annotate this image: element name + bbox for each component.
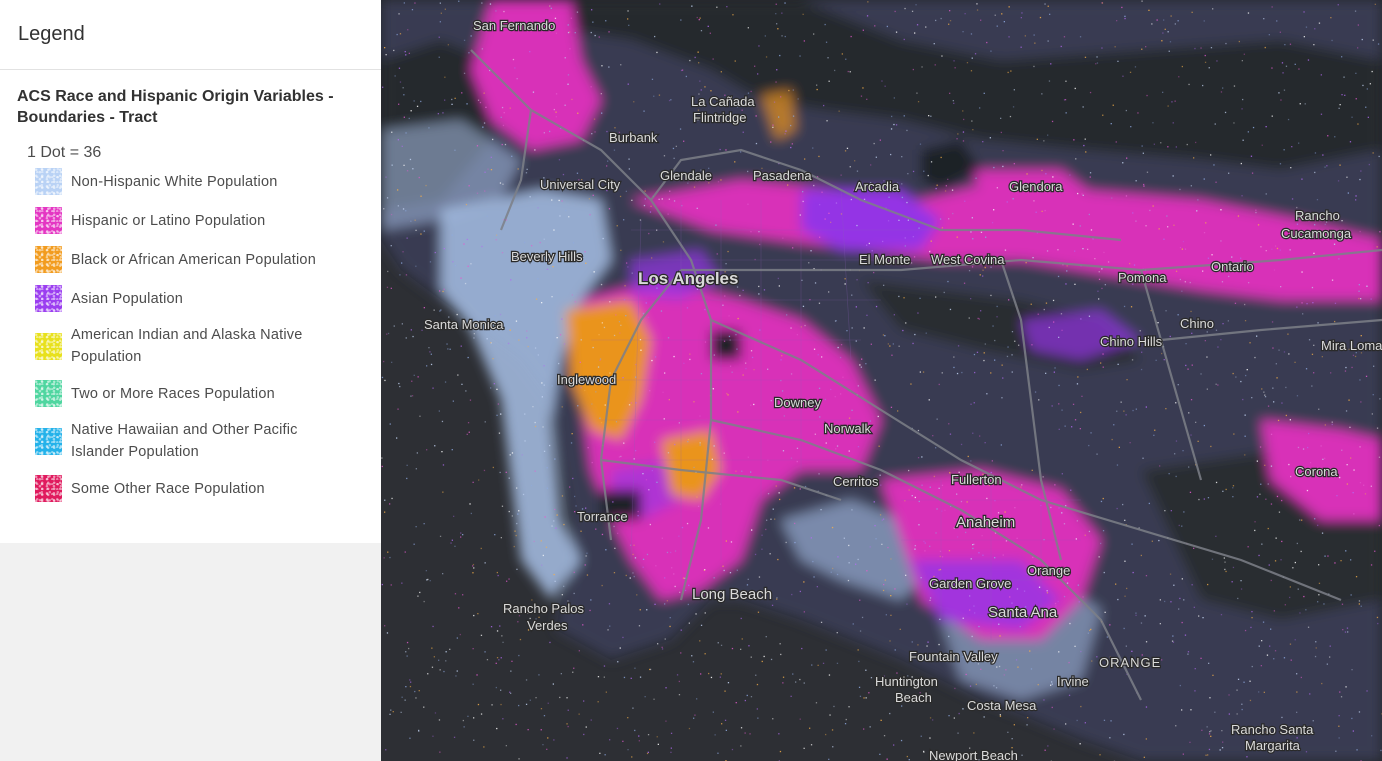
- place-label: San Fernando: [473, 18, 555, 33]
- legend-item-asian: Asian Population: [0, 285, 381, 312]
- place-label: Mira Loma: [1321, 338, 1382, 353]
- place-label: Los Angeles: [638, 269, 738, 288]
- place-label: Glendale: [660, 168, 712, 183]
- place-label: Norwalk: [824, 421, 871, 436]
- place-label: Arcadia: [855, 179, 900, 194]
- place-label: Orange: [1027, 563, 1070, 578]
- crimson-dot-swatch-icon: [35, 475, 62, 502]
- legend-item-label: Asian Population: [71, 290, 184, 307]
- place-label: Long Beach: [692, 586, 772, 603]
- place-label: Glendora: [1009, 179, 1063, 194]
- map-canvas[interactable]: San Fernando La Cañada Flintridge Burban…: [381, 0, 1382, 761]
- legend-item-label: Two or More Races Population: [71, 385, 275, 402]
- green-dot-swatch-icon: [35, 380, 62, 407]
- place-label: Pasadena: [753, 168, 812, 183]
- place-label: Fullerton: [951, 472, 1002, 487]
- place-label: Ontario: [1211, 259, 1254, 274]
- population-density-layer: [381, 0, 1382, 761]
- legend-item-label: Non-Hispanic White Population: [71, 173, 278, 190]
- place-label: Fountain Valley: [909, 649, 998, 664]
- cyan-dot-swatch-icon: [35, 427, 62, 455]
- place-label: Beach: [895, 690, 932, 705]
- place-label: Verdes: [527, 618, 568, 633]
- dot-texture: [381, 0, 1382, 761]
- place-label: Burbank: [609, 130, 658, 145]
- legend-item-hispanic-latino: Hispanic or Latino Population: [0, 207, 381, 234]
- place-label: Downey: [774, 395, 821, 410]
- place-label: Flintridge: [693, 110, 746, 125]
- place-label: Chino Hills: [1100, 334, 1163, 349]
- legend-item-label: American Indian and Alaska Native Popula…: [71, 327, 303, 365]
- place-label: La Cañada: [691, 94, 755, 109]
- legend-item-some-other-race: Some Other Race Population: [0, 475, 381, 502]
- place-label: Universal City: [540, 177, 621, 192]
- legend-item-label: Hispanic or Latino Population: [71, 212, 266, 229]
- dot-value-label: 1 Dot = 36: [27, 144, 102, 161]
- place-label: Corona: [1295, 464, 1338, 479]
- place-label: Santa Ana: [988, 604, 1058, 621]
- light-blue-dot-swatch-icon: [35, 168, 62, 195]
- place-label: El Monte: [859, 252, 910, 267]
- legend-item-label: Some Other Race Population: [71, 480, 265, 497]
- legend-item-label: Black or African American Population: [71, 251, 316, 268]
- legend-items: Non-Hispanic White Population Hispanic o…: [0, 168, 381, 502]
- legend-title: Legend: [0, 0, 381, 70]
- legend-item-black-african-american: Black or African American Population: [0, 246, 381, 273]
- place-label: ORANGE: [1099, 655, 1161, 670]
- legend-item-two-or-more: Two or More Races Population: [0, 380, 381, 407]
- freeway-network: [470, 49, 1382, 701]
- dot-density-map[interactable]: San Fernando La Cañada Flintridge Burban…: [381, 0, 1382, 761]
- place-label: Garden Grove: [929, 576, 1011, 591]
- place-label: Santa Monica: [424, 317, 504, 332]
- sidebar-empty-area: [0, 543, 381, 761]
- legend-item-non-hispanic-white: Non-Hispanic White Population: [0, 168, 381, 195]
- legend-panel: Legend ACS Race and Hispanic Origin Vari…: [0, 0, 381, 543]
- place-label: Pomona: [1118, 270, 1167, 285]
- place-label: Costa Mesa: [967, 698, 1037, 713]
- place-label: Beverly Hills: [511, 249, 583, 264]
- place-label: Rancho: [1295, 208, 1340, 223]
- place-label: Margarita: [1245, 738, 1301, 753]
- place-label: Inglewood: [557, 372, 616, 387]
- place-label: Newport Beach: [929, 748, 1018, 761]
- yellow-dot-swatch-icon: [35, 332, 62, 360]
- legend-item-native-hawaiian: Native Hawaiian and Other Pacific Island…: [0, 419, 381, 463]
- layer-title: ACS Race and Hispanic Origin Variables -…: [17, 88, 334, 126]
- place-label: Anaheim: [956, 514, 1015, 531]
- legend-item-american-indian: American Indian and Alaska Native Popula…: [0, 324, 381, 368]
- magenta-dot-swatch-icon: [35, 207, 62, 234]
- place-label: Rancho Santa: [1231, 722, 1314, 737]
- orange-dot-swatch-icon: [35, 246, 62, 273]
- purple-dot-swatch-icon: [35, 285, 62, 312]
- place-label: Irvine: [1057, 674, 1089, 689]
- place-label: Huntington: [875, 674, 938, 689]
- place-label: Cerritos: [833, 474, 879, 489]
- place-label: Rancho Palos: [503, 601, 584, 616]
- place-labels: San Fernando La Cañada Flintridge Burban…: [423, 17, 1382, 761]
- place-label: West Covina: [931, 252, 1005, 267]
- legend-item-label: Native Hawaiian and Other Pacific Island…: [71, 422, 298, 460]
- place-label: Chino: [1180, 316, 1214, 331]
- place-label: Cucamonga: [1281, 226, 1352, 241]
- place-label: Torrance: [577, 509, 628, 524]
